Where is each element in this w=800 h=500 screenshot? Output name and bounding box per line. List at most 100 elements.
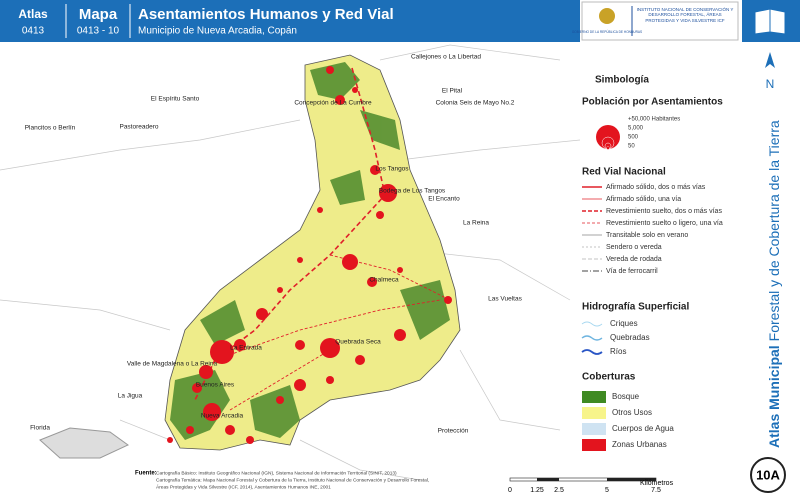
place-label: La Jigua [118, 393, 143, 400]
place-label: Nueva Arcadia [201, 413, 244, 420]
settlement [167, 437, 173, 443]
road-label: Revestimiento suelto, dos o más vías [606, 208, 722, 215]
settlement [397, 267, 403, 273]
cover-items: Bosque Otros Usos Cuerpos de Agua Zonas Urb… [582, 391, 674, 451]
settlement [276, 396, 284, 404]
cover-label: Bosque [612, 392, 640, 401]
settlement [379, 184, 397, 202]
map-label: Mapa [79, 6, 118, 23]
atlas-label: Atlas [18, 7, 48, 21]
settlement [367, 277, 377, 287]
size-label: 5,000 [628, 126, 644, 132]
hydro-label: Ríos [610, 347, 626, 356]
place-label: Quebrada Seca [335, 339, 381, 346]
forest [400, 280, 450, 340]
settlement [225, 425, 235, 435]
badge [750, 457, 786, 493]
place-label: Callejones o La Libertad [411, 54, 481, 61]
place-label: Plancitos o Berlín [25, 125, 76, 132]
government-label: GOBIERNO DE LA REPÚBLICA DE HONDURAS [572, 29, 642, 34]
side-title: Atlas Municipal Forestal y de Cobertura d… [766, 120, 782, 448]
settlement [326, 376, 334, 384]
scale-tick-label: 1.25 [530, 487, 544, 494]
settlement [246, 436, 254, 444]
cover-title: Coberturas [582, 372, 636, 383]
settlement [234, 339, 246, 351]
forest [310, 62, 360, 100]
scale-tick-label: 5 [605, 487, 609, 494]
place-label: Colonia Seis de Mayo No.2 [436, 100, 515, 107]
hydro-title: Hidrografía Superficial [582, 302, 689, 313]
source-line: Cartografía Básico: Instituto Geográfico… [156, 470, 397, 476]
settlement [355, 355, 365, 365]
settlement [256, 308, 268, 320]
inset-honduras [39, 427, 129, 459]
boundaries [0, 44, 581, 481]
map-subtitle: Municipio de Nueva Arcadia, Copán [138, 26, 297, 37]
place-label: El Pital [442, 88, 463, 95]
population-title: Población por Asentamientos [582, 97, 723, 108]
road-label: Afirmado sólido, dos o más vías [606, 184, 706, 191]
hydro-symbol [581, 321, 603, 327]
forest [360, 110, 400, 150]
settlement [186, 426, 194, 434]
hydro-items: Criques Quebradas Ríos [581, 319, 650, 356]
source-line: Áreas Protegidas y Vida Silvestre (ICF, … [156, 483, 331, 490]
forest [200, 300, 245, 345]
size-symbol [606, 146, 610, 150]
settlement [203, 403, 221, 421]
forest [170, 370, 230, 440]
municipal-boundaries [0, 44, 581, 481]
population-sizes: +50,000 Habitantes 5,000 500 50 [628, 117, 680, 150]
place-labels: Callejones o La Libertad El Pital Colonia … [25, 54, 523, 435]
cover-label: Zonas Urbanas [612, 440, 667, 449]
cover-swatch [582, 439, 606, 451]
settlement [297, 257, 303, 263]
cover-label: Otros Usos [612, 408, 652, 417]
settlements [167, 66, 452, 444]
place-label: La Entrada [230, 345, 262, 352]
hydro-label: Criques [610, 319, 638, 328]
source-label: Fuente: [135, 471, 157, 477]
road-label: Vereda de rodada [606, 256, 662, 263]
side-title-rest: Forestal y de Cobertura de la Tierra [766, 120, 782, 341]
side-title-bold: Atlas Municipal [766, 345, 782, 448]
place-label: El Espíritu Santo [151, 96, 200, 103]
scale-unit: Kilómetros [640, 480, 674, 487]
roads-items: Afirmado sólido, dos o más vías Afirmado … [582, 184, 723, 275]
scale-tick-label: 0 [508, 487, 512, 494]
place-label: Valle de Magdalena o La Reina [127, 361, 218, 368]
settlement [352, 87, 358, 93]
place-label: El Encanto [428, 196, 460, 203]
forest [330, 170, 365, 205]
settlement [376, 211, 384, 219]
map-code: 0413 - 10 [77, 26, 120, 37]
settlement [199, 365, 213, 379]
cover-label: Cuerpos de Agua [612, 424, 674, 433]
roads-title: Red Vial Nacional [582, 167, 666, 178]
settlement [295, 340, 305, 350]
road-label: Sendero o vereda [606, 244, 662, 251]
settlement [394, 329, 406, 341]
scale-segment [537, 478, 559, 481]
place-label: Bodega de Los Tangos [379, 188, 446, 195]
scale-tick-label: 2.5 [554, 487, 564, 494]
north-label: N [766, 77, 775, 91]
institution-name: INSTITUTO NACIONAL DE CONSERVACIÓN Y DES… [636, 7, 734, 23]
road-label: Transitable solo en verano [606, 232, 688, 239]
book-icon [754, 8, 786, 35]
place-label: Concepción de La Cumbre [294, 100, 372, 107]
header-bar [0, 0, 580, 42]
settlement [444, 296, 452, 304]
badge-label: 10A [756, 467, 780, 482]
settlement [277, 287, 283, 293]
cover-swatch [582, 391, 606, 403]
scale-bar: 0 1.25 2.5 5 7.5 [508, 477, 661, 494]
emblem [599, 8, 615, 24]
scale-segment [607, 478, 656, 481]
north-arrow [765, 52, 775, 68]
cover-swatch [582, 423, 606, 435]
map-title: Asentamientos Humanos y Red Vial [138, 6, 394, 23]
